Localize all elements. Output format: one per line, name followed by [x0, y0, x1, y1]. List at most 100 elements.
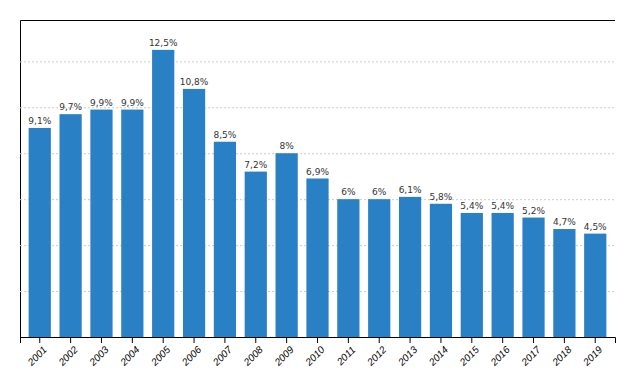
x-tick: 2014 — [426, 337, 451, 368]
data-label: 7,2% — [244, 160, 267, 170]
x-tick-label: 2015 — [457, 344, 482, 369]
data-label: 6% — [372, 187, 387, 197]
data-label: 9,7% — [59, 102, 82, 112]
data-label: 4,5% — [584, 222, 607, 232]
bar — [368, 199, 390, 337]
x-tick-label: 2005 — [148, 344, 173, 369]
bar — [121, 110, 143, 337]
bar — [214, 142, 236, 337]
x-tick: 2013 — [395, 337, 420, 368]
data-labels: 9,1% 9,7% 9,9% 9,9% 12,5% 10,8% 8,5% 7,2% 8% 6,9%… — [28, 38, 607, 232]
x-tick-mark — [163, 337, 164, 343]
bar — [337, 199, 359, 337]
bar — [522, 218, 544, 337]
data-label: 9,9% — [121, 98, 144, 108]
x-tick: 2011 — [334, 337, 358, 368]
bar — [584, 234, 606, 337]
x-tick-label: 2007 — [210, 344, 235, 369]
x-tick-mark — [533, 337, 534, 343]
bar — [306, 179, 328, 338]
bar — [553, 229, 575, 337]
x-tick-label: 2011 — [334, 344, 358, 368]
bar — [399, 197, 421, 337]
x-tick-mark — [286, 337, 287, 343]
x-tick-mark — [70, 337, 71, 343]
data-label: 5,8% — [430, 192, 453, 202]
x-tick-label: 2014 — [426, 344, 451, 369]
data-label: 8,5% — [213, 130, 236, 140]
data-label: 5,4% — [491, 201, 514, 211]
x-tick: 2005 — [148, 337, 173, 368]
data-label: 5,4% — [460, 201, 483, 211]
x-tick-label: 2002 — [56, 344, 81, 369]
x-tick-label: 2001 — [25, 344, 49, 368]
bars — [29, 50, 607, 337]
x-tick: 2009 — [272, 337, 297, 368]
x-tick-label: 2016 — [488, 344, 513, 369]
x-tick-label: 2017 — [519, 344, 544, 369]
x-tick-mark — [255, 337, 256, 343]
data-label: 4,7% — [553, 217, 576, 227]
chart: 2001 200220032004200520062007200820092010… — [0, 0, 630, 385]
x-axis: 2001 200220032004200520062007200820092010… — [21, 337, 616, 368]
data-label: 6,1% — [399, 185, 422, 195]
x-tick-mark — [564, 337, 565, 343]
bar — [430, 204, 452, 337]
data-label: 12,5% — [149, 38, 178, 48]
x-tick: 2018 — [549, 337, 574, 368]
bar — [276, 153, 298, 337]
bar — [183, 89, 205, 337]
y-axis — [20, 21, 615, 338]
x-tick: 2004 — [117, 337, 142, 368]
x-tick-mark — [101, 337, 102, 343]
data-label: 9,1% — [28, 116, 51, 126]
y-axis-line — [21, 21, 616, 338]
x-tick-mark — [224, 337, 225, 343]
x-tick-label: 2012 — [364, 344, 389, 369]
x-tick-mark — [379, 337, 380, 343]
x-tick: 2007 — [210, 337, 235, 368]
x-tick: 2003 — [86, 337, 111, 368]
x-tick: 2008 — [241, 337, 266, 368]
plot: 2001 200220032004200520062007200820092010… — [20, 21, 616, 369]
data-label: 8% — [279, 141, 294, 151]
x-tick-mark — [595, 337, 596, 343]
bar — [29, 128, 51, 337]
x-tick: 2002 — [56, 337, 81, 368]
x-tick-mark — [39, 337, 40, 343]
data-label: 10,8% — [180, 77, 209, 87]
x-tick-mark — [440, 337, 441, 343]
x-tick-label: 2010 — [302, 344, 327, 369]
x-tick-mark — [471, 337, 472, 343]
x-tick-label: 2006 — [179, 344, 204, 369]
x-tick-mark — [132, 337, 133, 343]
x-tick: 2019 — [580, 337, 605, 368]
data-label: 6,9% — [306, 167, 329, 177]
x-axis-line — [21, 338, 616, 344]
x-tick-label: 2004 — [117, 344, 142, 369]
x-tick-mark — [348, 337, 349, 343]
x-tick: 2006 — [179, 337, 204, 368]
data-label: 6% — [341, 187, 356, 197]
x-tick: 2012 — [364, 337, 389, 368]
x-tick-label: 2018 — [549, 344, 574, 369]
bar — [90, 110, 112, 337]
x-tick-label: 2008 — [241, 344, 266, 369]
bar — [245, 172, 267, 337]
x-tick-mark — [317, 337, 318, 343]
bar — [461, 213, 483, 337]
x-tick: 2015 — [457, 337, 482, 368]
x-tick-mark — [502, 337, 503, 343]
bar — [492, 213, 514, 337]
x-tick-label: 2003 — [86, 344, 111, 369]
x-tick-label: 2009 — [272, 344, 297, 369]
x-tick-label: 2013 — [395, 344, 420, 369]
bar — [60, 114, 82, 337]
x-tick: 2016 — [488, 337, 513, 368]
x-tick-mark — [194, 337, 195, 343]
x-tick: 2010 — [302, 337, 327, 368]
x-tick: 2017 — [519, 337, 544, 368]
y-tick — [20, 61, 615, 62]
x-tick-mark — [410, 337, 411, 343]
data-label: 9,9% — [90, 98, 113, 108]
